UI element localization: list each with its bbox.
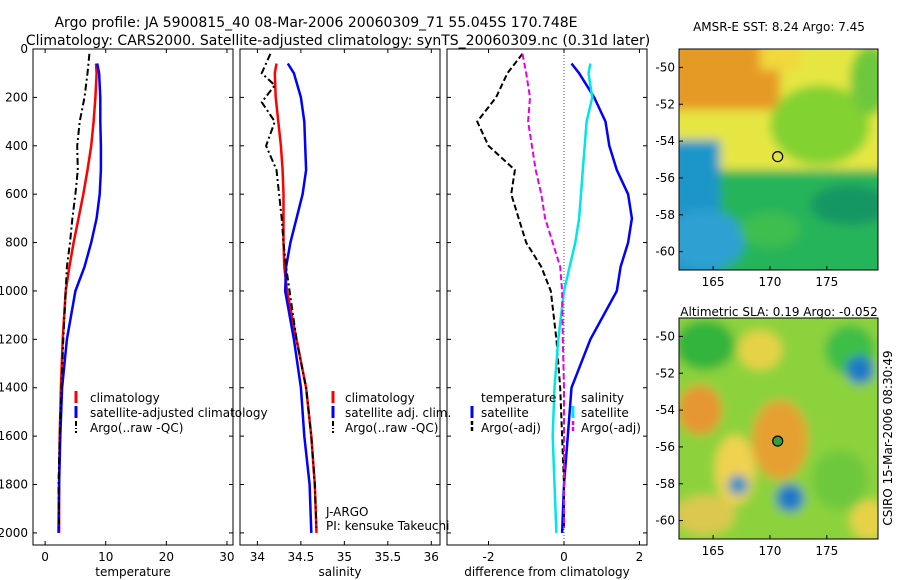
legend-temp-argo-label: Argo(-adj)	[481, 421, 541, 435]
difference-panel: -2 0 2 difference from climatology	[446, 48, 648, 579]
map-x-tick-label: 175	[815, 544, 838, 558]
figure-title-line2: Climatology: CARS2000. Satellite-adjuste…	[26, 33, 650, 49]
x-tick-label: 35	[337, 550, 352, 564]
difference-legend: temperature satellite Argo(-adj) salinit…	[470, 391, 641, 435]
y-tick-label: 800	[5, 236, 28, 250]
series-line-satellite-adjusted-climatology	[57, 63, 103, 533]
figure-title-line1: Argo profile: JA 5900815_40 08-Mar-2006 …	[54, 15, 577, 31]
x-tick-label: 10	[98, 550, 113, 564]
map-x-tick-label: 165	[702, 544, 725, 558]
series-group	[476, 53, 634, 533]
x-tick-label: 2	[636, 550, 644, 564]
map-y-tick-label: -50	[655, 329, 675, 343]
series-line-argo-raw-qc-	[57, 53, 91, 529]
legend-salinity-heading: salinity	[581, 391, 624, 405]
legend-sal-satellite-label: satellite	[581, 406, 629, 420]
sla-map-frame	[678, 317, 879, 540]
temperature-legend: climatology satellite-adjusted climatolo…	[74, 391, 268, 435]
legend-satellite-label: satellite-adjusted climatology	[90, 406, 268, 420]
credit-text: J-ARGO PI: kensuke Takeuchi	[325, 505, 449, 533]
temperature-panel: 0 200 400 600 800 1000 1200 1400 1600 1800 2000 0 10…	[0, 42, 235, 579]
map-y-tick-label: -50	[655, 60, 675, 74]
map-x-tick-label: 170	[759, 275, 782, 289]
x-tick-label: 30	[219, 550, 234, 564]
sst-map: 165 170 175 -50 -52 -54 -56 -58 -60	[655, 48, 879, 289]
series-line-temperature-argo-adj-	[476, 53, 565, 529]
y-tick-label: 1800	[0, 478, 28, 492]
map-x-tick-label: 175	[815, 275, 838, 289]
x-axis-label: temperature	[95, 565, 170, 579]
sla-argo-location-marker	[772, 435, 784, 447]
credit-line1: J-ARGO	[325, 505, 368, 519]
x-tick-label: 34.5	[288, 550, 315, 564]
map-y-tick-label: -60	[655, 514, 675, 528]
series-line-salinity-argo-adj-	[521, 53, 565, 529]
x-tick-label: 36	[424, 550, 439, 564]
sst-argo-location-marker	[772, 151, 784, 163]
salinity-panel: 34 34.5 35 35.5 36 salinity	[239, 48, 441, 579]
series-line-temperature-satellite	[560, 62, 634, 533]
map-y-tick-label: -52	[655, 97, 675, 111]
map-y-tick-label: -54	[655, 134, 675, 148]
x-tick-label: -2	[483, 550, 495, 564]
sst-map-title: AMSR-E SST: 8.24 Argo: 7.45	[693, 20, 865, 34]
series-line-satellite-adj-clim-	[283, 62, 313, 533]
sla-map-title: Altimetric SLA: 0.19 Argo: -0.052	[680, 305, 877, 319]
map-y-tick-label: -58	[655, 477, 675, 491]
map-x-tick-label: 165	[702, 275, 725, 289]
map-y-tick-label: -56	[655, 171, 675, 185]
side-timestamp-label: CSIRO 15-Mar-2006 08:30:49	[881, 350, 895, 525]
legend-temp-satellite-label: satellite	[481, 406, 529, 420]
series-group	[57, 53, 103, 533]
legend-satellite-label: satellite adj. clim.	[345, 406, 451, 420]
map-y-tick-label: -60	[655, 245, 675, 259]
map-y-tick-label: -56	[655, 440, 675, 454]
sla-map: 165 170 175 -50 -52 -54 -56 -58 -60	[655, 317, 879, 558]
x-tick-label: 35.5	[374, 550, 401, 564]
y-tick-label: 1600	[0, 429, 28, 443]
plot-frame	[32, 48, 234, 546]
map-x-tick-label: 170	[759, 544, 782, 558]
x-tick-label: 34	[250, 550, 265, 564]
series-line-salinity-satellite	[551, 63, 594, 533]
legend-climatology-label: climatology	[90, 391, 160, 405]
x-tick-label: 0	[560, 550, 568, 564]
x-axis-label: salinity	[318, 565, 361, 579]
y-tick-label: 1200	[0, 332, 28, 346]
plot-frame	[239, 48, 441, 546]
sst-map-frame	[678, 48, 879, 271]
series-line-argo-raw-qc-	[260, 53, 318, 529]
y-tick-label: 200	[5, 90, 28, 104]
y-tick-label: 0	[20, 42, 28, 56]
legend-argo-label: Argo(..raw -QC)	[90, 421, 183, 435]
legend-temperature-heading: temperature	[481, 391, 556, 405]
x-axis-label: difference from climatology	[464, 565, 630, 579]
y-tick-label: 1400	[0, 381, 28, 395]
legend-sal-argo-label: Argo(-adj)	[581, 421, 641, 435]
y-tick-label: 600	[5, 187, 28, 201]
legend-climatology-label: climatology	[345, 391, 415, 405]
map-y-tick-label: -52	[655, 366, 675, 380]
y-tick-label: 2000	[0, 526, 28, 540]
credit-line2: PI: kensuke Takeuchi	[326, 519, 449, 533]
map-y-tick-label: -58	[655, 208, 675, 222]
y-tick-label: 400	[5, 139, 28, 153]
series-group	[260, 53, 318, 533]
y-tick-label: 1000	[0, 284, 28, 298]
map-y-tick-label: -54	[655, 403, 675, 417]
x-tick-label: 0	[41, 550, 49, 564]
salinity-legend: climatology satellite adj. clim. Argo(..…	[331, 391, 451, 435]
x-tick-label: 20	[159, 550, 174, 564]
legend-argo-label: Argo(..raw -QC)	[345, 421, 438, 435]
